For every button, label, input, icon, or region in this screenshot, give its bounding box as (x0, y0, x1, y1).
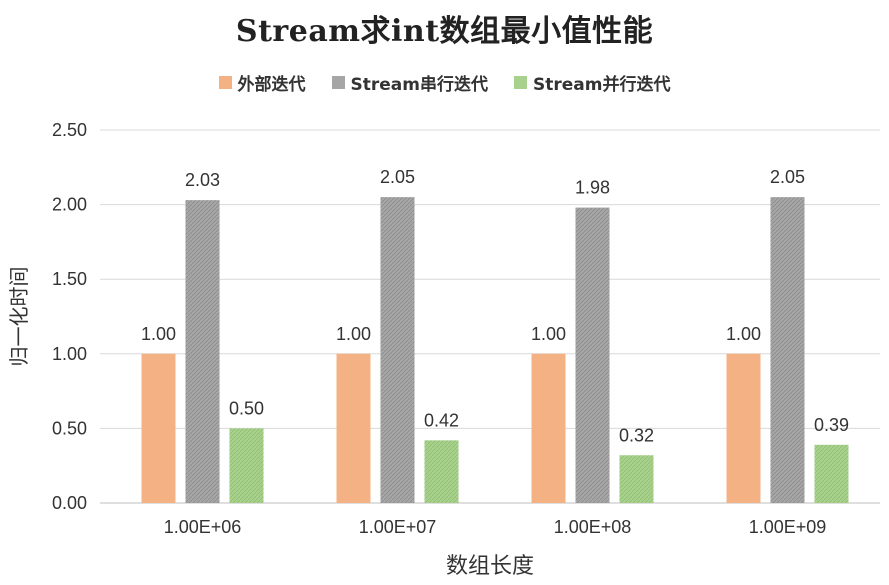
x-tick-label: 1.00E+07 (359, 517, 437, 537)
legend-label-series-2: Stream并行迭代 (533, 75, 671, 95)
data-label-series-0-cat-2: 1.00 (531, 324, 566, 344)
bar-series-1-cat-3 (770, 197, 805, 503)
bar-series-0-cat-3 (726, 353, 761, 503)
data-label-series-2-cat-3: 0.39 (814, 415, 849, 435)
bar-series-2-cat-0 (229, 428, 264, 503)
data-label-series-1-cat-3: 2.05 (770, 167, 805, 187)
bar-series-2-cat-3 (814, 444, 849, 503)
data-label-series-1-cat-2: 1.98 (575, 178, 610, 198)
y-axis-label: 归一化时间 (8, 267, 31, 367)
data-label-series-2-cat-1: 0.42 (424, 410, 459, 430)
bar-series-0-cat-1 (336, 353, 371, 503)
data-label-series-2-cat-2: 0.32 (619, 425, 654, 445)
bar-series-2-cat-1 (424, 440, 459, 503)
x-axis-label: 数组长度 (446, 553, 534, 578)
legend-item-series-0: 外部迭代 (218, 70, 306, 95)
data-label-series-0-cat-1: 1.00 (336, 324, 371, 344)
y-tick-label: 0.00 (52, 493, 87, 513)
data-label-series-1-cat-1: 2.05 (380, 167, 415, 187)
legend-item-series-2: Stream并行迭代 (514, 70, 670, 95)
x-tick-label: 1.00E+09 (749, 517, 827, 537)
bar-series-1-cat-1 (380, 197, 415, 503)
y-tick-label: 2.50 (52, 120, 87, 140)
legend-item-series-1: Stream串行迭代 (331, 70, 488, 95)
bar-series-0-cat-0 (141, 353, 176, 503)
legend-swatch-series-0 (218, 76, 232, 89)
y-tick-label: 1.00 (52, 344, 87, 364)
y-tick-label: 2.00 (52, 195, 87, 215)
y-tick-label: 1.50 (52, 269, 87, 289)
bar-series-1-cat-2 (575, 207, 610, 504)
bar-series-0-cat-2 (531, 353, 566, 503)
legend-label-series-1: Stream串行迭代 (350, 75, 488, 95)
x-tick-label: 1.00E+06 (164, 517, 242, 537)
bar-series-2-cat-2 (619, 455, 654, 503)
legend-swatch-series-2 (514, 76, 527, 89)
chart-title: Stream求int数组最小值性能 (235, 14, 654, 49)
legend: 外部迭代 Stream串行迭代 Stream并行迭代 (0, 70, 889, 95)
bar-series-1-cat-0 (185, 200, 220, 503)
legend-swatch-series-1 (331, 76, 345, 89)
y-tick-label: 0.50 (52, 418, 87, 438)
legend-label-series-0: 外部迭代 (237, 75, 306, 95)
data-label-series-1-cat-0: 2.03 (185, 170, 220, 190)
x-tick-label: 1.00E+08 (554, 517, 632, 537)
data-label-series-0-cat-3: 1.00 (726, 324, 761, 344)
data-label-series-2-cat-0: 0.50 (229, 398, 264, 418)
data-label-series-0-cat-0: 1.00 (141, 324, 176, 344)
